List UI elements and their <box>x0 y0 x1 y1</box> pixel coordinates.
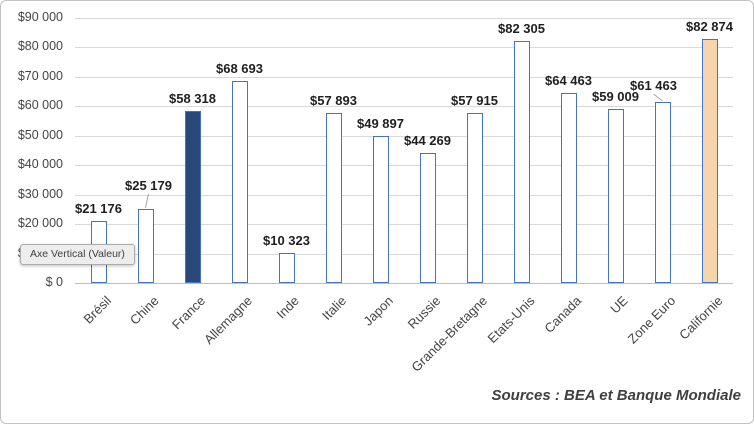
x-category-label-zone-euro: Zone Euro <box>624 293 679 347</box>
x-category-label-inde: Inde <box>273 293 303 322</box>
y-tick-label: $90 000 <box>17 10 63 24</box>
y-tick-label: $80 000 <box>17 39 63 54</box>
data-label-allemagne: $68 693 <box>216 60 263 76</box>
bar-ue[interactable] <box>607 109 624 283</box>
bar-france[interactable] <box>184 111 201 283</box>
data-label-californie: $82 874 <box>686 19 733 34</box>
bar-japon[interactable] <box>372 136 389 283</box>
data-label-russie: $44 269 <box>404 132 451 148</box>
data-label-japon: $49 897 <box>357 116 404 132</box>
data-label-canada: $64 463 <box>545 73 592 89</box>
x-category-label-japon: Japon <box>360 293 397 329</box>
y-tick-label: $70 000 <box>17 68 63 83</box>
data-label-ue: $59 009 <box>592 89 639 105</box>
gridline <box>75 165 733 167</box>
gridline <box>75 106 733 108</box>
data-label-italie: $57 893 <box>310 92 357 108</box>
gridline <box>75 47 733 49</box>
gridline <box>75 283 733 284</box>
gridline <box>75 135 733 137</box>
data-label-etats-unis: $82 305 <box>498 20 545 36</box>
x-category-label-californie: Californie <box>675 293 726 343</box>
bar-etats-unis[interactable] <box>513 40 530 283</box>
y-tick-label: $20 000 <box>17 216 63 231</box>
data-label-france: $58 318 <box>169 91 216 107</box>
y-tick-label: $60 000 <box>17 98 63 113</box>
x-category-label-italie: Italie <box>319 293 350 324</box>
bar-chine[interactable] <box>137 208 154 283</box>
x-category-label-russie: Russie <box>404 293 444 332</box>
x-category-label-france: France <box>168 293 209 333</box>
x-category-label-canada: Canada <box>541 293 585 336</box>
y-tick-label: $30 000 <box>17 186 63 201</box>
y-tick-label: $40 000 <box>17 157 63 172</box>
bar-allemagne[interactable] <box>231 80 248 283</box>
bar-californie[interactable] <box>701 39 718 283</box>
data-label-bresil: $21 176 <box>75 200 122 216</box>
gridline <box>75 76 733 78</box>
bar-grande-bretagne[interactable] <box>466 112 483 283</box>
x-category-label-etats-unis: Etats-Unis <box>484 293 538 347</box>
gridline <box>75 224 733 226</box>
data-label-chine: $25 179 <box>125 177 172 193</box>
x-category-label-ue: UE <box>607 293 632 317</box>
data-label-inde: $10 323 <box>263 232 310 248</box>
x-category-label-allemagne: Allemagne <box>201 293 256 348</box>
gridline <box>75 18 733 19</box>
source-note: Sources : BEA et Banque Mondiale <box>491 387 742 404</box>
x-category-label-chine: Chine <box>126 293 162 328</box>
x-category-label-bresil: Brésil <box>80 293 115 327</box>
data-label-grande-bretagne: $57 915 <box>451 92 498 108</box>
bar-inde[interactable] <box>278 252 295 283</box>
bar-russie[interactable] <box>419 152 436 283</box>
bar-italie[interactable] <box>325 112 342 283</box>
gridline <box>75 194 733 196</box>
y-tick-label: $50 000 <box>17 127 63 142</box>
axis-tooltip-text: Axe Vertical (Valeur) <box>30 248 125 260</box>
bar-canada[interactable] <box>560 93 577 283</box>
data-label-zone-euro: $61 463 <box>630 78 677 93</box>
bar-zone-euro[interactable] <box>654 102 671 283</box>
axis-tooltip: Axe Vertical (Valeur) <box>20 244 135 265</box>
y-tick-label: $ 0 <box>45 275 63 289</box>
gridline <box>75 253 733 255</box>
